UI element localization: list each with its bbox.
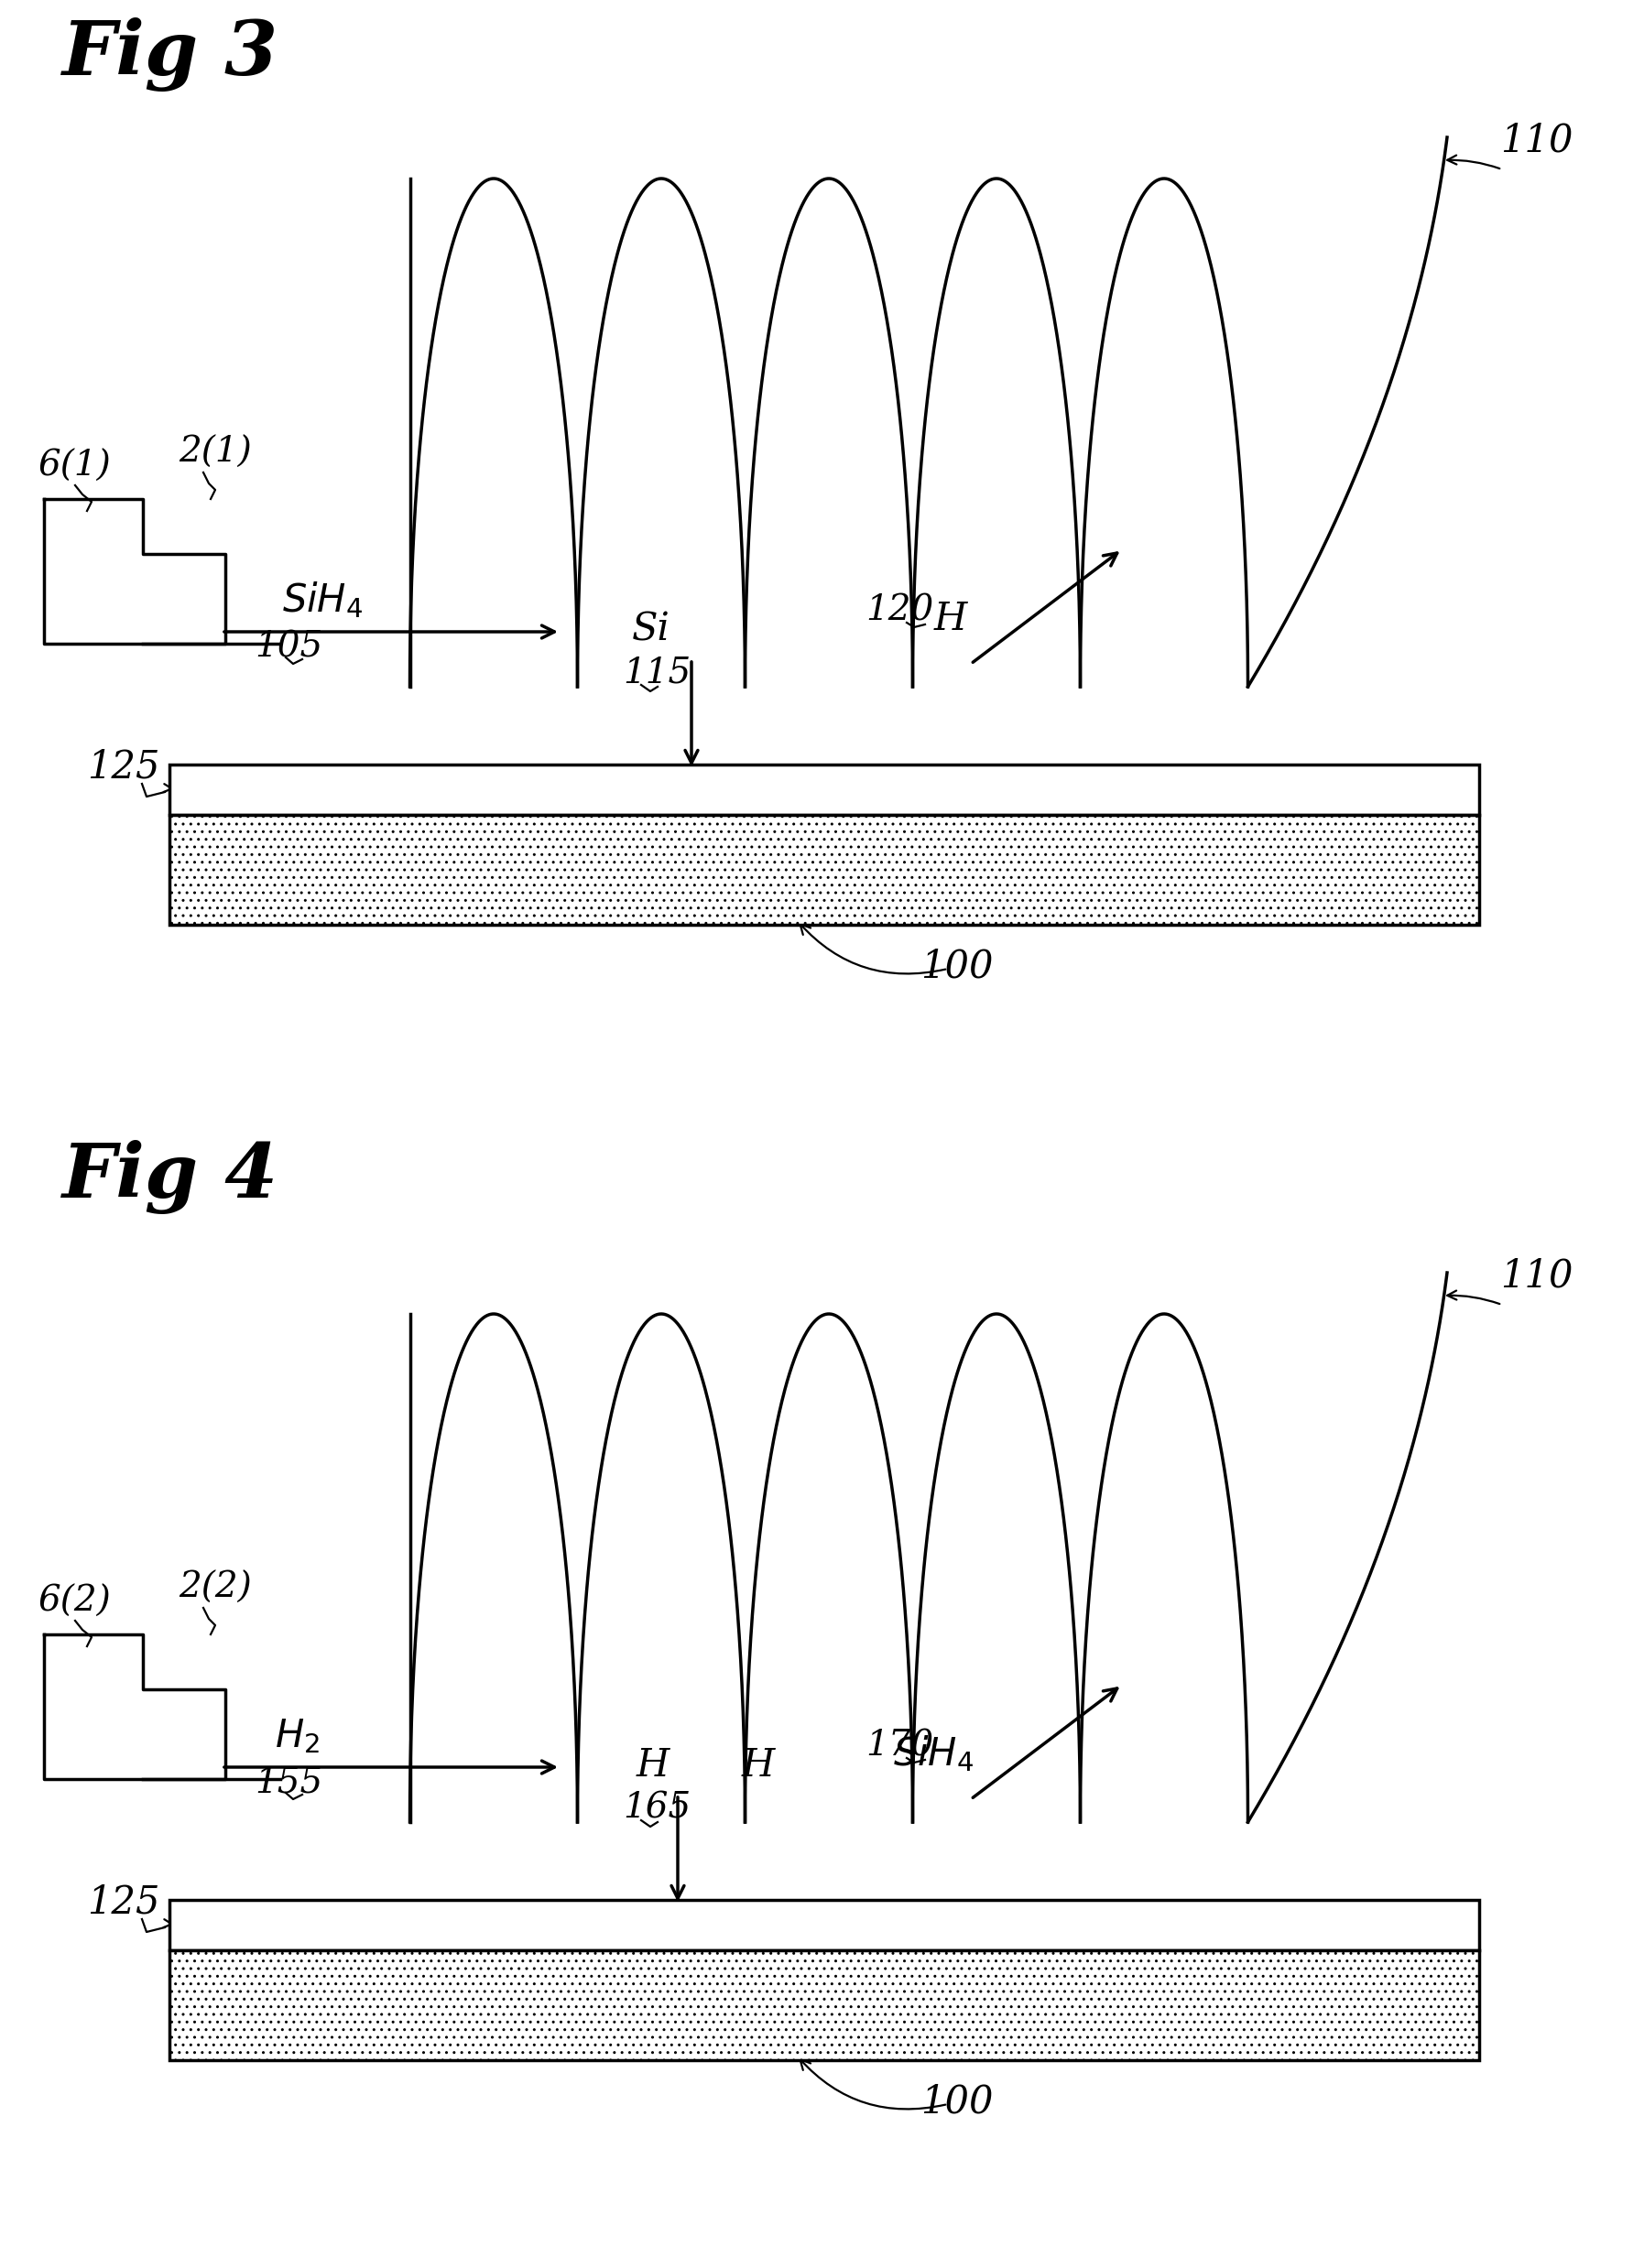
Text: 115: 115 [623,655,690,689]
Text: 110: 110 [1501,1256,1573,1295]
Text: 100: 100 [921,948,993,987]
Bar [169,814,1480,925]
Text: $H_2$: $H_2$ [275,1717,319,1755]
Text: 2(2): 2(2) [179,1572,252,1606]
Text: Si: Si [631,610,671,649]
Text: Fig 4: Fig 4 [62,1141,278,1213]
Text: H: H [741,1746,774,1785]
Text: 125: 125 [87,1882,159,1921]
Text: 6(2): 6(2) [38,1585,112,1619]
Text: 170: 170 [865,1730,934,1765]
Text: H: H [636,1746,669,1785]
Text: 2(1): 2(1) [179,435,252,469]
Text: 6(1): 6(1) [38,449,112,483]
Text: H: H [934,599,967,637]
Text: 110: 110 [1501,120,1573,159]
Text: 105: 105 [255,631,322,665]
Text: $SiH_4$: $SiH_4$ [283,581,363,619]
Text: 100: 100 [921,2082,993,2121]
Text: $SiH_4$: $SiH_4$ [893,1733,973,1774]
Bar [169,1950,1480,2059]
Text: 125: 125 [87,748,159,787]
Bar [169,1901,1480,1950]
Text: 120: 120 [865,594,934,628]
Bar [169,764,1480,814]
Text: Fig 3: Fig 3 [62,18,278,91]
Text: 155: 155 [255,1767,322,1801]
Text: 165: 165 [623,1792,690,1826]
